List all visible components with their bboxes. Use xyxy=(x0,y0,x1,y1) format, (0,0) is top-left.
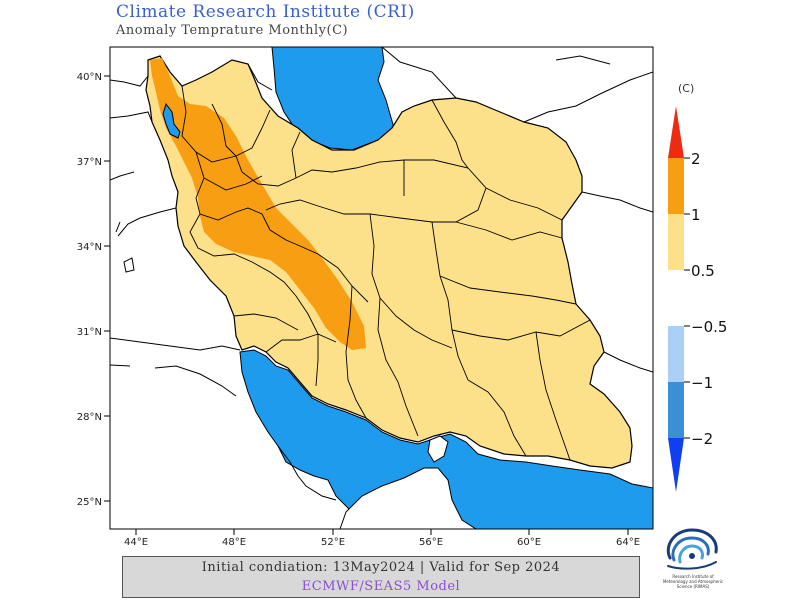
lat-tick-label: 28°N xyxy=(77,412,102,423)
legend-swatch-above-2 xyxy=(668,106,684,158)
color-legend: (C) 2 1 0.5 −0.5 −1 −2 xyxy=(668,82,727,492)
map-title: Climate Research Institute (CRI) xyxy=(116,2,415,22)
legend-label-m0-5: −0.5 xyxy=(691,318,727,336)
lat-tick-label: 25°N xyxy=(77,497,102,508)
musandam xyxy=(427,435,449,463)
lat-tick-label: 37°N xyxy=(77,157,102,168)
map-subtitle: Anomaly Temprature Monthly(C) xyxy=(116,23,349,38)
legend-label-m2: −2 xyxy=(691,430,713,448)
footer-box: Initial condiation: 13May2024 | Valid fo… xyxy=(122,556,640,598)
lon-tick-label: 60°E xyxy=(517,537,541,548)
legend-label-2: 2 xyxy=(691,150,701,168)
legend-swatch-m1-m2 xyxy=(668,382,684,438)
iran-landmass xyxy=(145,55,633,469)
legend-swatch-m0-5-m1 xyxy=(668,326,684,382)
legend-label-m1: −1 xyxy=(691,374,713,392)
neighbor-borders xyxy=(110,47,653,397)
legend-unit: (C) xyxy=(678,82,694,95)
lon-tick-label: 56°E xyxy=(419,537,443,548)
uae-oman-coast xyxy=(339,467,477,529)
lat-tick-label: 31°N xyxy=(77,327,102,338)
swirl-logo-icon xyxy=(666,528,718,570)
legend-swatch-0-5-1 xyxy=(668,214,684,270)
qatar-coast xyxy=(277,445,337,501)
map-frame xyxy=(109,46,654,530)
lon-tick-label: 64°E xyxy=(616,537,640,548)
map-body xyxy=(110,47,653,529)
legend-label-1: 1 xyxy=(691,206,701,224)
persian-gulf xyxy=(239,349,653,529)
legend-swatch-1-2 xyxy=(668,158,684,214)
lon-tick-label: 44°E xyxy=(124,537,148,548)
anomaly-orange-zone xyxy=(150,58,366,350)
latitude-ticks: 40°N 37°N 34°N 31°N 28°N 25°N xyxy=(77,72,110,508)
lake-urmia xyxy=(162,102,181,139)
longitude-ticks: 44°E 48°E 52°E 56°E 60°E 64°E xyxy=(124,529,640,548)
anomaly-light-patch xyxy=(184,70,232,104)
province-borders xyxy=(181,85,591,461)
lon-tick-label: 48°E xyxy=(222,537,246,548)
model-name: ECMWF/SEAS5 Model xyxy=(301,579,461,594)
institute-logo: Research Institute of Meteorology and At… xyxy=(660,522,726,598)
logo-caption: Research Institute of Meteorology and At… xyxy=(662,574,724,589)
forecast-validity: Initial condiation: 13May2024 | Valid fo… xyxy=(201,560,561,575)
lat-tick-label: 40°N xyxy=(77,72,102,83)
lat-tick-label: 34°N xyxy=(77,242,102,253)
legend-label-0-5: 0.5 xyxy=(691,262,715,280)
lon-tick-label: 52°E xyxy=(321,537,345,548)
legend-swatch-below-m2 xyxy=(668,438,684,492)
